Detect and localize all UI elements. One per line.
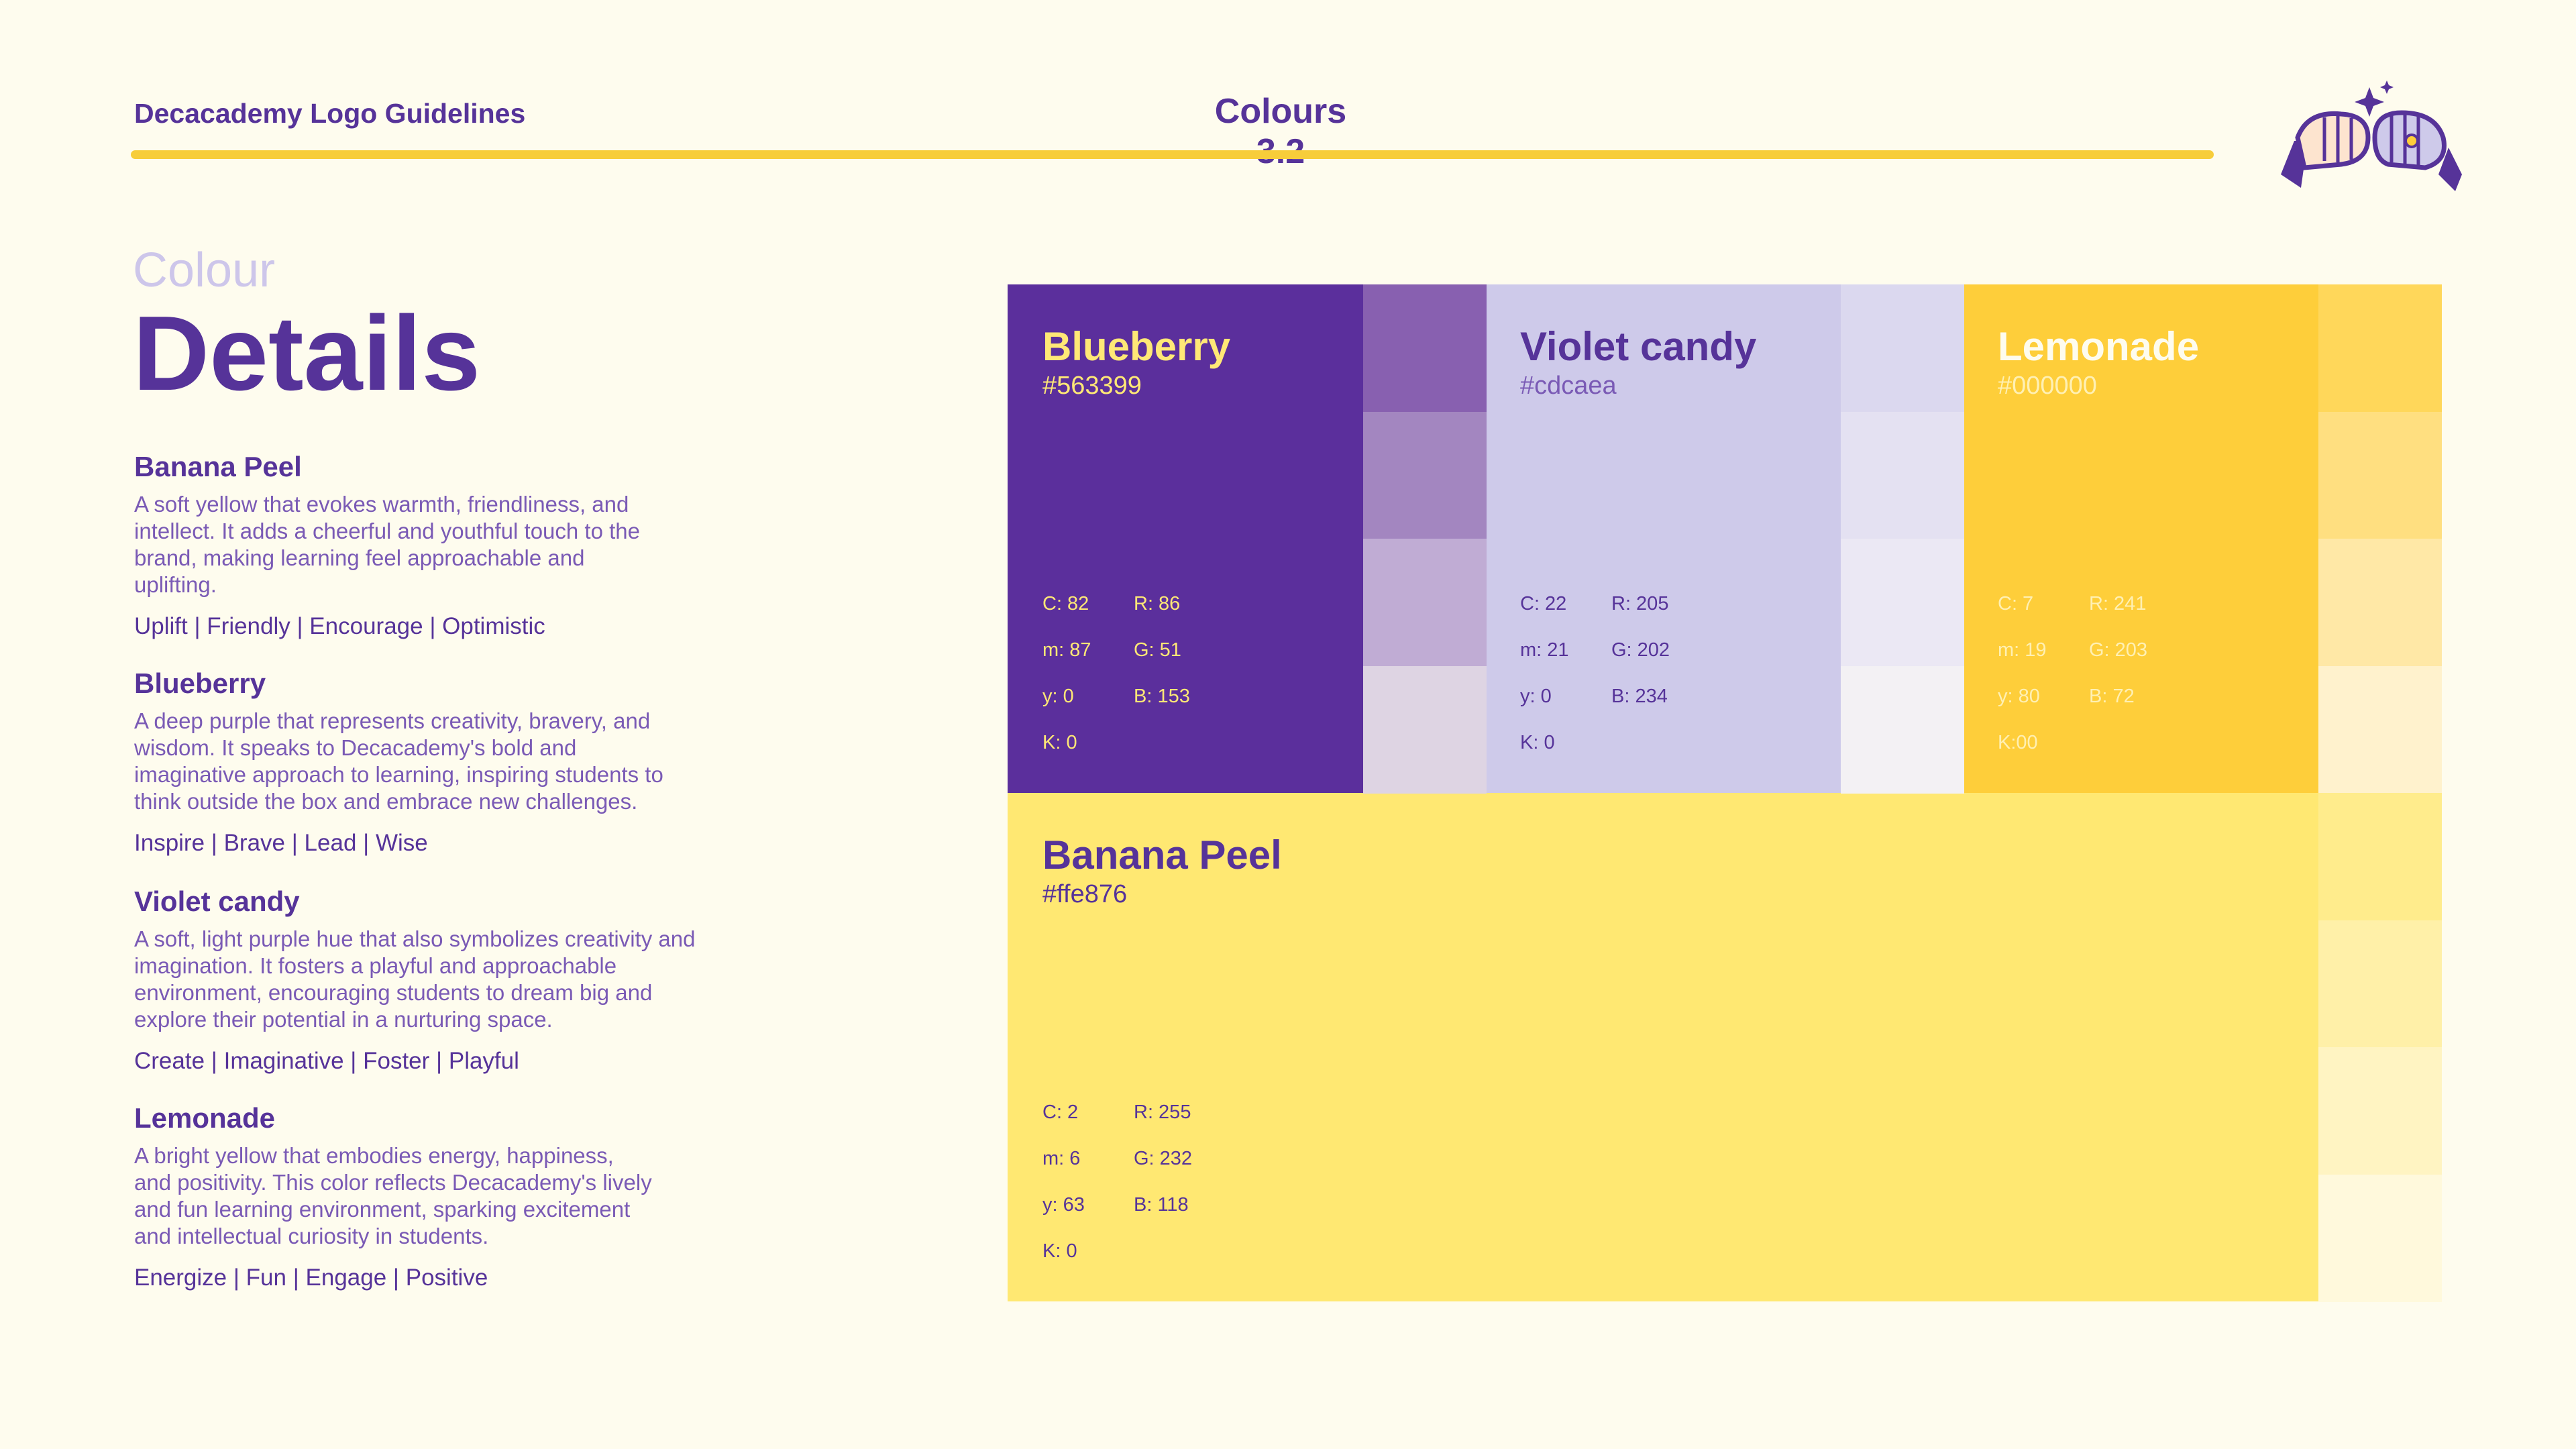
- rgb-value: B: 72: [2089, 686, 2135, 707]
- rgb-value: B: 234: [1611, 686, 1668, 707]
- tint-swatch: [2318, 1047, 2442, 1175]
- rgb-value: G: 232: [1134, 1148, 1193, 1169]
- tint-swatch: [2318, 1174, 2442, 1302]
- swatch-hex: #cdcaea: [1520, 372, 1617, 400]
- tint-swatch: [1841, 284, 1964, 413]
- cmyk-value: m: 6: [1042, 1148, 1081, 1169]
- swatch-hex: #000000: [1998, 372, 2097, 400]
- desc-heading: Lemonade: [134, 1102, 276, 1134]
- desc-tags: Uplift | Friendly | Encourage | Optimist…: [134, 613, 545, 639]
- desc-text: A deep purple that represents creativity…: [134, 708, 663, 814]
- tint-swatch: [1841, 539, 1964, 667]
- cmyk-value: y: 63: [1042, 1194, 1085, 1216]
- rgb-value: B: 118: [1134, 1194, 1189, 1216]
- desc-text: A soft yellow that evokes warmth, friend…: [134, 492, 640, 597]
- cmyk-value: K: 0: [1042, 1240, 1077, 1262]
- swatch-name: Blueberry: [1042, 324, 1231, 369]
- tint-swatch: [2318, 920, 2442, 1048]
- desc-lemonade: Lemonade A bright yellow that embodies e…: [134, 1102, 805, 1291]
- desc-heading: Banana Peel: [134, 451, 302, 482]
- tint-swatch: [1363, 539, 1487, 667]
- cmyk-value: C: 22: [1520, 593, 1567, 614]
- rgb-value: B: 153: [1134, 686, 1190, 707]
- eyebrow-label: Colour: [133, 244, 276, 297]
- swatch-violet-candy: Violet candy #cdcaea C: 22 m: 21 y: 0 K: 0 R: …: [1485, 284, 1841, 793]
- desc-tags: Inspire | Brave | Lead | Wise: [134, 830, 428, 856]
- swatch-hex: #563399: [1042, 372, 1142, 400]
- tint-swatch: [2318, 284, 2442, 413]
- desc-text: A soft, light purple hue that also symbo…: [134, 926, 696, 1032]
- cmyk-value: K: 0: [1520, 732, 1555, 753]
- cmyk-value: y: 0: [1520, 686, 1552, 707]
- desc-tags: Energize | Fun | Engage | Positive: [134, 1265, 488, 1291]
- tint-swatch: [1841, 411, 1964, 539]
- desc-tags: Create | Imaginative | Foster | Playful: [134, 1048, 519, 1074]
- rgb-value: R: 86: [1134, 593, 1181, 614]
- rgb-value: R: 241: [2089, 593, 2147, 614]
- rgb-value: G: 202: [1611, 639, 1670, 661]
- tint-swatch: [2318, 539, 2442, 667]
- brand-title: Decacademy Logo Guidelines: [134, 98, 526, 129]
- rgb-value: G: 203: [2089, 639, 2148, 661]
- swatch-hex: #ffe876: [1042, 880, 1128, 908]
- tint-swatch: [2318, 665, 2442, 794]
- cmyk-value: m: 21: [1520, 639, 1569, 661]
- tint-swatch: [2318, 411, 2442, 539]
- cmyk-value: C: 2: [1042, 1102, 1079, 1123]
- tint-swatch: [1363, 411, 1487, 539]
- header-rule: [131, 150, 2214, 159]
- desc-violet-candy: Violet candy A soft, light purple hue th…: [134, 885, 805, 1075]
- cmyk-value: K:00: [1998, 732, 2038, 753]
- cmyk-value: y: 80: [1998, 686, 2040, 707]
- rgb-value: R: 205: [1611, 593, 1669, 614]
- page-title: Details: [133, 294, 481, 413]
- desc-blueberry: Blueberry A deep purple that represents …: [134, 667, 805, 857]
- tint-swatch: [2318, 793, 2442, 921]
- swatch-banana-peel: Banana Peel #ffe876 C: 2 m: 6 y: 63 K: 0 R: 25…: [1008, 793, 2318, 1301]
- swatch-name: Lemonade: [1998, 324, 2200, 369]
- swatch-lemonade: Lemonade #000000 C: 7 m: 19 y: 80 K:00 R: 241 G…: [1963, 284, 2318, 793]
- swatch-blueberry: Blueberry #563399 C: 82 m: 87 y: 0 K: 0 R: 86 G…: [1008, 284, 1363, 793]
- cmyk-value: m: 19: [1998, 639, 2047, 661]
- swatch-name: Banana Peel: [1042, 833, 1282, 877]
- cmyk-value: C: 82: [1042, 593, 1089, 614]
- tint-swatch: [1841, 665, 1964, 794]
- section-title: Colours 3.2: [1214, 92, 1347, 171]
- desc-text: A bright yellow that embodies energy, ha…: [134, 1143, 652, 1248]
- cmyk-value: C: 7: [1998, 593, 2034, 614]
- cmyk-value: m: 87: [1042, 639, 1091, 661]
- tint-swatch: [1363, 665, 1487, 794]
- rgb-value: R: 255: [1134, 1102, 1191, 1123]
- cmyk-value: y: 0: [1042, 686, 1074, 707]
- tint-swatch: [1363, 284, 1487, 413]
- desc-heading: Violet candy: [134, 885, 300, 917]
- rgb-value: G: 51: [1134, 639, 1181, 661]
- swatch-name: Violet candy: [1520, 324, 1757, 369]
- fist-bump-icon: [2281, 80, 2462, 191]
- desc-banana-peel: Banana Peel A soft yellow that evokes wa…: [134, 451, 805, 640]
- desc-heading: Blueberry: [134, 667, 266, 699]
- cmyk-value: K: 0: [1042, 732, 1077, 753]
